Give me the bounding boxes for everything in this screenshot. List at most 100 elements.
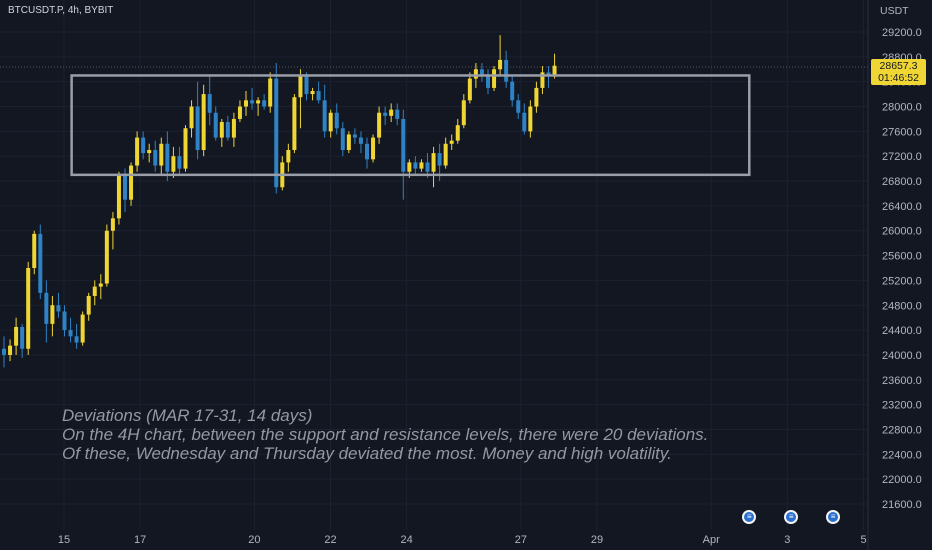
candle-body (473, 69, 478, 79)
candle-body (20, 327, 25, 349)
candle-body (207, 94, 212, 113)
event-flag-icon[interactable]: ≡ (742, 510, 757, 524)
candle-body (534, 87, 539, 107)
candle-body (322, 100, 327, 132)
candle-body (68, 330, 73, 337)
price-tick-label: 22000.0 (882, 474, 922, 486)
candle-body (304, 75, 309, 95)
candle-body (389, 109, 394, 116)
candle-body (32, 233, 37, 268)
candle-body (153, 150, 158, 166)
candle-body (250, 100, 255, 104)
candle-body (129, 165, 134, 200)
candle-body (546, 72, 551, 76)
time-tick-label: 5 (860, 534, 866, 546)
candle-body (461, 100, 466, 126)
candle-body (237, 106, 242, 119)
candle-body (419, 162, 424, 169)
price-tick-label: 23200.0 (882, 400, 922, 412)
last-price-tag: 28657.3 01:46:52 (871, 59, 926, 85)
candle-body (286, 150, 291, 163)
candle-body (171, 156, 176, 172)
annotation-text: Deviations (MAR 17-31, 14 days) On the 4… (62, 406, 708, 463)
candle-body (437, 153, 442, 166)
candle-body (104, 230, 109, 284)
event-flag-icon[interactable]: ≡ (784, 510, 799, 524)
candle-body (383, 112, 388, 116)
price-tick-label: 26400.0 (882, 201, 922, 213)
candle-body (189, 106, 194, 129)
annotation-line-1: Deviations (MAR 17-31, 14 days) (62, 406, 313, 425)
candle-body (328, 112, 333, 132)
bar-countdown: 01:46:52 (878, 72, 919, 84)
candle-body (50, 305, 55, 324)
candle-body (74, 336, 79, 343)
candle-body (147, 150, 152, 154)
candle-body (407, 162, 412, 172)
annotation-line-2: On the 4H chart, between the support and… (62, 425, 709, 444)
candle-body (268, 78, 273, 107)
candle-body (365, 143, 369, 160)
candle-body (98, 283, 103, 287)
candle-body (528, 106, 533, 132)
candle-body (135, 137, 140, 166)
candle-body (183, 128, 188, 169)
time-tick-label: 15 (58, 534, 70, 546)
time-tick-label: Apr (703, 534, 720, 546)
price-axis[interactable]: 29200.028800.028400.028000.027600.027200… (882, 27, 922, 511)
symbol-label: BTCUSDT.P, 4h, BYBIT (8, 5, 114, 16)
time-axis[interactable]: 15 17 20 22 24 27 29 Apr 3 5 (58, 534, 867, 546)
price-tick-label: 24400.0 (882, 325, 922, 337)
candle-body (116, 174, 121, 219)
candle-body (377, 112, 382, 138)
candle-body (340, 128, 345, 150)
price-tick-label: 27200.0 (882, 151, 922, 163)
candle-body (486, 75, 490, 88)
candle-body (449, 140, 454, 144)
candle-body (201, 94, 206, 150)
price-tick-label: 24800.0 (882, 300, 922, 312)
price-tick-label: 27600.0 (882, 126, 922, 138)
price-tick-label: 25200.0 (882, 275, 922, 287)
candle-body (123, 174, 127, 200)
candle-body (26, 268, 31, 349)
candle-body (479, 69, 484, 76)
candle-body (219, 122, 224, 138)
candle-body (80, 314, 85, 343)
price-tick-label: 22400.0 (882, 449, 922, 461)
candle-body (401, 118, 406, 172)
candle-body (165, 143, 170, 172)
candle-body (352, 134, 357, 138)
candle-body (334, 112, 339, 129)
candle-body (413, 162, 418, 169)
candle-body (540, 72, 545, 88)
candle-body (431, 153, 436, 172)
candle-body (141, 137, 146, 154)
range-box (70, 74, 751, 177)
candles (2, 35, 557, 368)
time-tick-label: 20 (248, 534, 260, 546)
candle-body (395, 109, 400, 119)
price-tick-label: 24000.0 (882, 350, 922, 362)
candle-body (316, 91, 321, 101)
price-tick-label: 23600.0 (882, 375, 922, 387)
grid-lines (0, 0, 868, 530)
candle-body (510, 81, 515, 101)
candle-body (504, 59, 509, 82)
event-flag-icon[interactable]: ≡ (826, 510, 841, 524)
candle-body (92, 286, 97, 296)
time-tick-label: 17 (134, 534, 146, 546)
price-tick-label: 28000.0 (882, 102, 922, 114)
candle-body (516, 100, 521, 113)
price-tick-label: 25600.0 (882, 251, 922, 263)
time-tick-label: 22 (324, 534, 336, 546)
candle-body (110, 218, 115, 231)
price-tick-label: 22800.0 (882, 424, 922, 436)
candle-body (244, 100, 248, 107)
candle-body (443, 143, 448, 166)
candle-body (310, 91, 315, 95)
candle-body (159, 143, 164, 166)
candle-body (346, 134, 351, 150)
candle-body (425, 162, 430, 172)
